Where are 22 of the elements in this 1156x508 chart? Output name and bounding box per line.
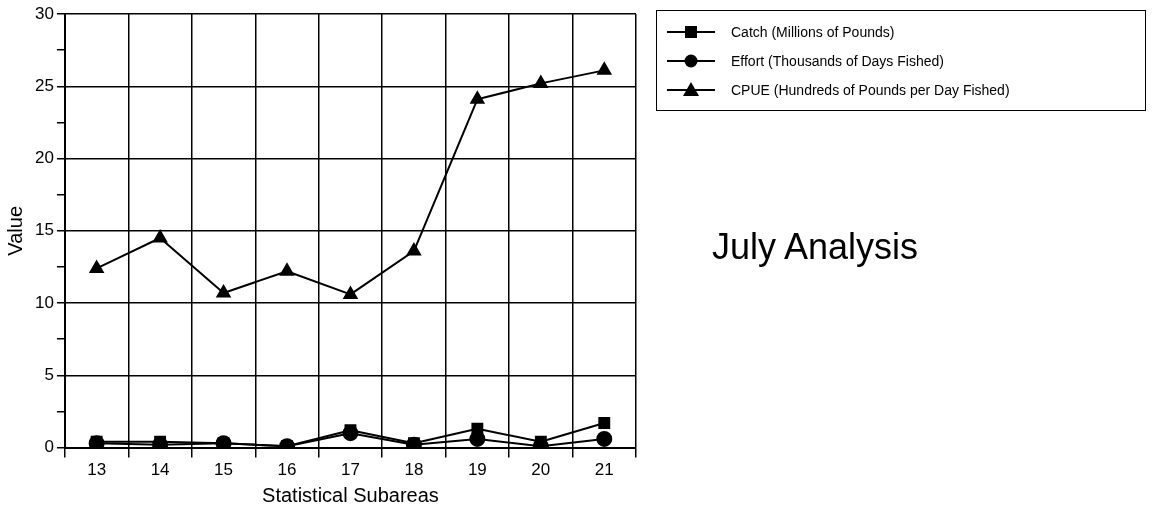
y-tick-label: 20 (34, 148, 54, 168)
y-tick-label: 30 (34, 3, 54, 23)
y-tick-label: 5 (44, 365, 54, 385)
y-tick-label: 10 (34, 292, 54, 312)
y-axis-title: Value (3, 205, 26, 256)
x-tick-label: 17 (340, 460, 360, 480)
legend-label: CPUE (Hundreds of Pounds per Day Fished) (731, 81, 1010, 98)
y-tick-label: 0 (44, 437, 54, 457)
x-tick-label: 15 (214, 460, 234, 480)
x-tick-label: 20 (531, 460, 551, 480)
x-tick-label: 13 (87, 460, 107, 480)
y-tick-label: 25 (34, 75, 54, 95)
y-tick-label: 15 (34, 220, 54, 240)
x-axis-title: Statistical Subareas (262, 483, 439, 506)
legend-label: Effort (Thousands of Days Fished) (731, 52, 944, 69)
x-tick-label: 14 (150, 460, 170, 480)
legend-label: Catch (Millions of Pounds) (731, 23, 895, 40)
x-tick-label: 16 (277, 460, 297, 480)
x-tick-label: 19 (467, 460, 487, 480)
text: July Analysis (712, 226, 919, 268)
x-tick-label: 21 (594, 460, 614, 480)
x-tick-label: 18 (404, 460, 424, 480)
